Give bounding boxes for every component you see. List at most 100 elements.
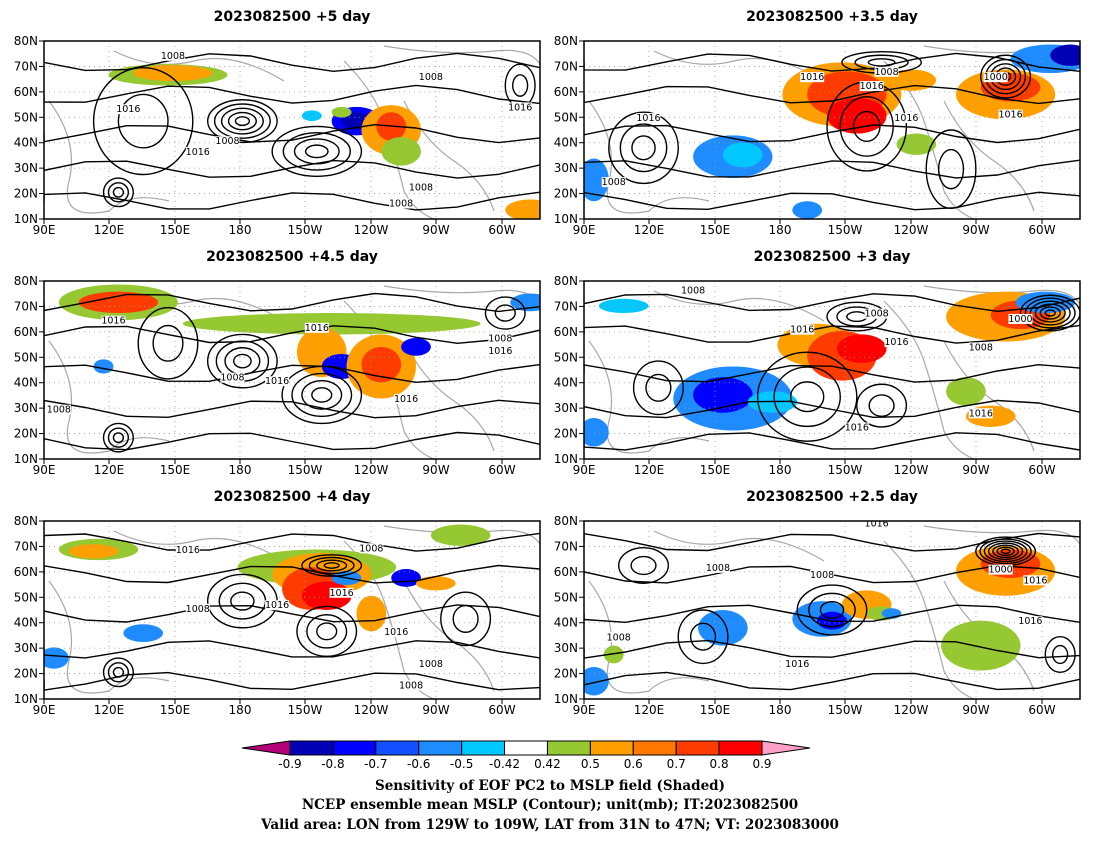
lat-tick-label: 70N <box>14 539 38 553</box>
lat-tick-label: 40N <box>554 136 578 150</box>
mslp-closed-contour <box>206 99 278 144</box>
lon-tick-label: 90E <box>33 703 56 717</box>
colorbar-tick-label: 0.8 <box>710 757 729 771</box>
mslp-closed-contour <box>293 138 340 165</box>
lat-tick-label: 20N <box>14 187 38 201</box>
contour-label: 1000 <box>984 72 1008 83</box>
contour-label-bg <box>265 376 290 387</box>
lon-tick-label: 60W <box>1028 463 1055 477</box>
contour-label: 1016 <box>884 337 908 348</box>
sensitivity-shading <box>584 158 609 202</box>
mslp-closed-contour <box>494 304 516 322</box>
lat-tick-label: 40N <box>14 136 38 150</box>
mslp-closed-contour <box>1044 309 1056 317</box>
lat-tick-label: 50N <box>14 350 38 364</box>
mslp-closed-contour <box>301 379 343 410</box>
mslp-closed-contour <box>979 538 1032 565</box>
mslp-closed-contour <box>117 93 169 149</box>
lat-tick-label: 30N <box>554 161 578 175</box>
contour-label-bg <box>988 564 1013 575</box>
contour-label-bg <box>185 146 210 157</box>
mslp-contour <box>44 532 540 552</box>
contour-label-bg <box>508 102 533 113</box>
lat-tick-label: 60N <box>554 85 578 99</box>
mslp-closed-contour <box>925 129 977 210</box>
lat-tick-label: 50N <box>554 590 578 604</box>
contour-label: 1016 <box>969 408 993 419</box>
lon-tick-label: 120E <box>94 703 125 717</box>
lat-tick-label: 60N <box>554 565 578 579</box>
contour-label-bg <box>800 72 825 83</box>
contour-label-bg <box>408 182 433 193</box>
contour-label: 1016 <box>636 113 660 124</box>
mslp-contour <box>584 124 1080 144</box>
coastline <box>383 45 540 66</box>
colorbar-tick-label: -0.42 <box>489 757 520 771</box>
mslp-closed-contour <box>1039 306 1061 320</box>
lat-tick-label: 10N <box>554 212 578 226</box>
contour-label-bg <box>175 545 200 556</box>
lat-tick-label: 20N <box>554 427 578 441</box>
sensitivity-shading <box>331 106 352 118</box>
contour-label: 1016 <box>865 518 889 529</box>
lon-tick-label: 150W <box>828 463 863 477</box>
lat-tick-label: 80N <box>554 514 578 528</box>
mslp-closed-contour <box>213 103 271 139</box>
contour-label-bg <box>185 603 210 614</box>
mslp-closed-contour <box>773 366 841 428</box>
mslp-closed-contour <box>630 555 657 576</box>
contour-label-bg <box>810 569 835 580</box>
panel-title: 2023082500 +4.5 day <box>206 249 378 265</box>
panel-map-area: 1016 1008 1008 1000 1016 1016 1016 1008 <box>584 518 1080 699</box>
mslp-closed-contour <box>868 394 895 417</box>
footer-line-3: Valid area: LON from 129W to 109W, LAT f… <box>260 817 839 833</box>
contour-label-bg <box>859 81 884 92</box>
mslp-closed-contour <box>102 657 134 688</box>
coastline <box>588 580 710 694</box>
mslp-contour <box>44 363 540 384</box>
contour-label: 1008 <box>220 373 244 384</box>
mslp-closed-contour <box>996 546 1015 557</box>
contour-label: 1008 <box>681 285 705 296</box>
lon-tick-label: 120E <box>94 463 125 477</box>
mslp-contour <box>44 84 540 105</box>
coastline <box>883 300 975 459</box>
panel-title: 2023082500 +3 day <box>754 249 911 265</box>
colorbar-tick-label: 0.42 <box>534 757 561 771</box>
lon-tick-label: 150E <box>700 223 731 237</box>
mslp-contour <box>584 432 1080 451</box>
mslp-contour <box>44 671 540 691</box>
mslp-closed-contour <box>619 123 668 173</box>
contour-label-bg <box>894 113 919 124</box>
lon-tick-label: 90E <box>33 463 56 477</box>
panel-title: 2023082500 +4 day <box>214 489 371 505</box>
contour-label-bg <box>705 562 730 573</box>
lat-tick-label: 70N <box>14 299 38 313</box>
mslp-closed-contour <box>282 131 351 171</box>
mslp-closed-contour <box>440 591 492 647</box>
mslp-closed-contour <box>839 96 894 157</box>
lat-tick-label: 10N <box>14 452 38 466</box>
contour-label-bg <box>606 632 631 643</box>
coastline <box>403 580 495 692</box>
contour-label: 1008 <box>969 342 993 353</box>
lat-tick-label: 80N <box>14 34 38 48</box>
contour-label: 1008 <box>419 72 443 83</box>
mslp-closed-contour <box>102 177 134 208</box>
panel-title: 2023082500 +5 day <box>214 9 371 25</box>
lat-tick-label: 70N <box>554 299 578 313</box>
mslp-contour <box>584 84 1080 105</box>
lon-tick-label: 150W <box>288 703 323 717</box>
mslp-closed-contour <box>1044 636 1076 674</box>
contour-label: 1016 <box>800 72 824 83</box>
sensitivity-shading <box>598 298 649 314</box>
contour-label: 1000 <box>989 565 1013 576</box>
mslp-closed-contour <box>233 353 252 369</box>
contour-label-bg <box>101 315 126 326</box>
lat-tick-label: 20N <box>554 187 578 201</box>
mslp-closed-contour <box>937 148 965 190</box>
lon-tick-label: 90W <box>422 703 449 717</box>
lon-tick-label: 180 <box>769 703 792 717</box>
contour-label-bg <box>359 543 384 554</box>
contour-label: 1016 <box>1023 575 1047 586</box>
